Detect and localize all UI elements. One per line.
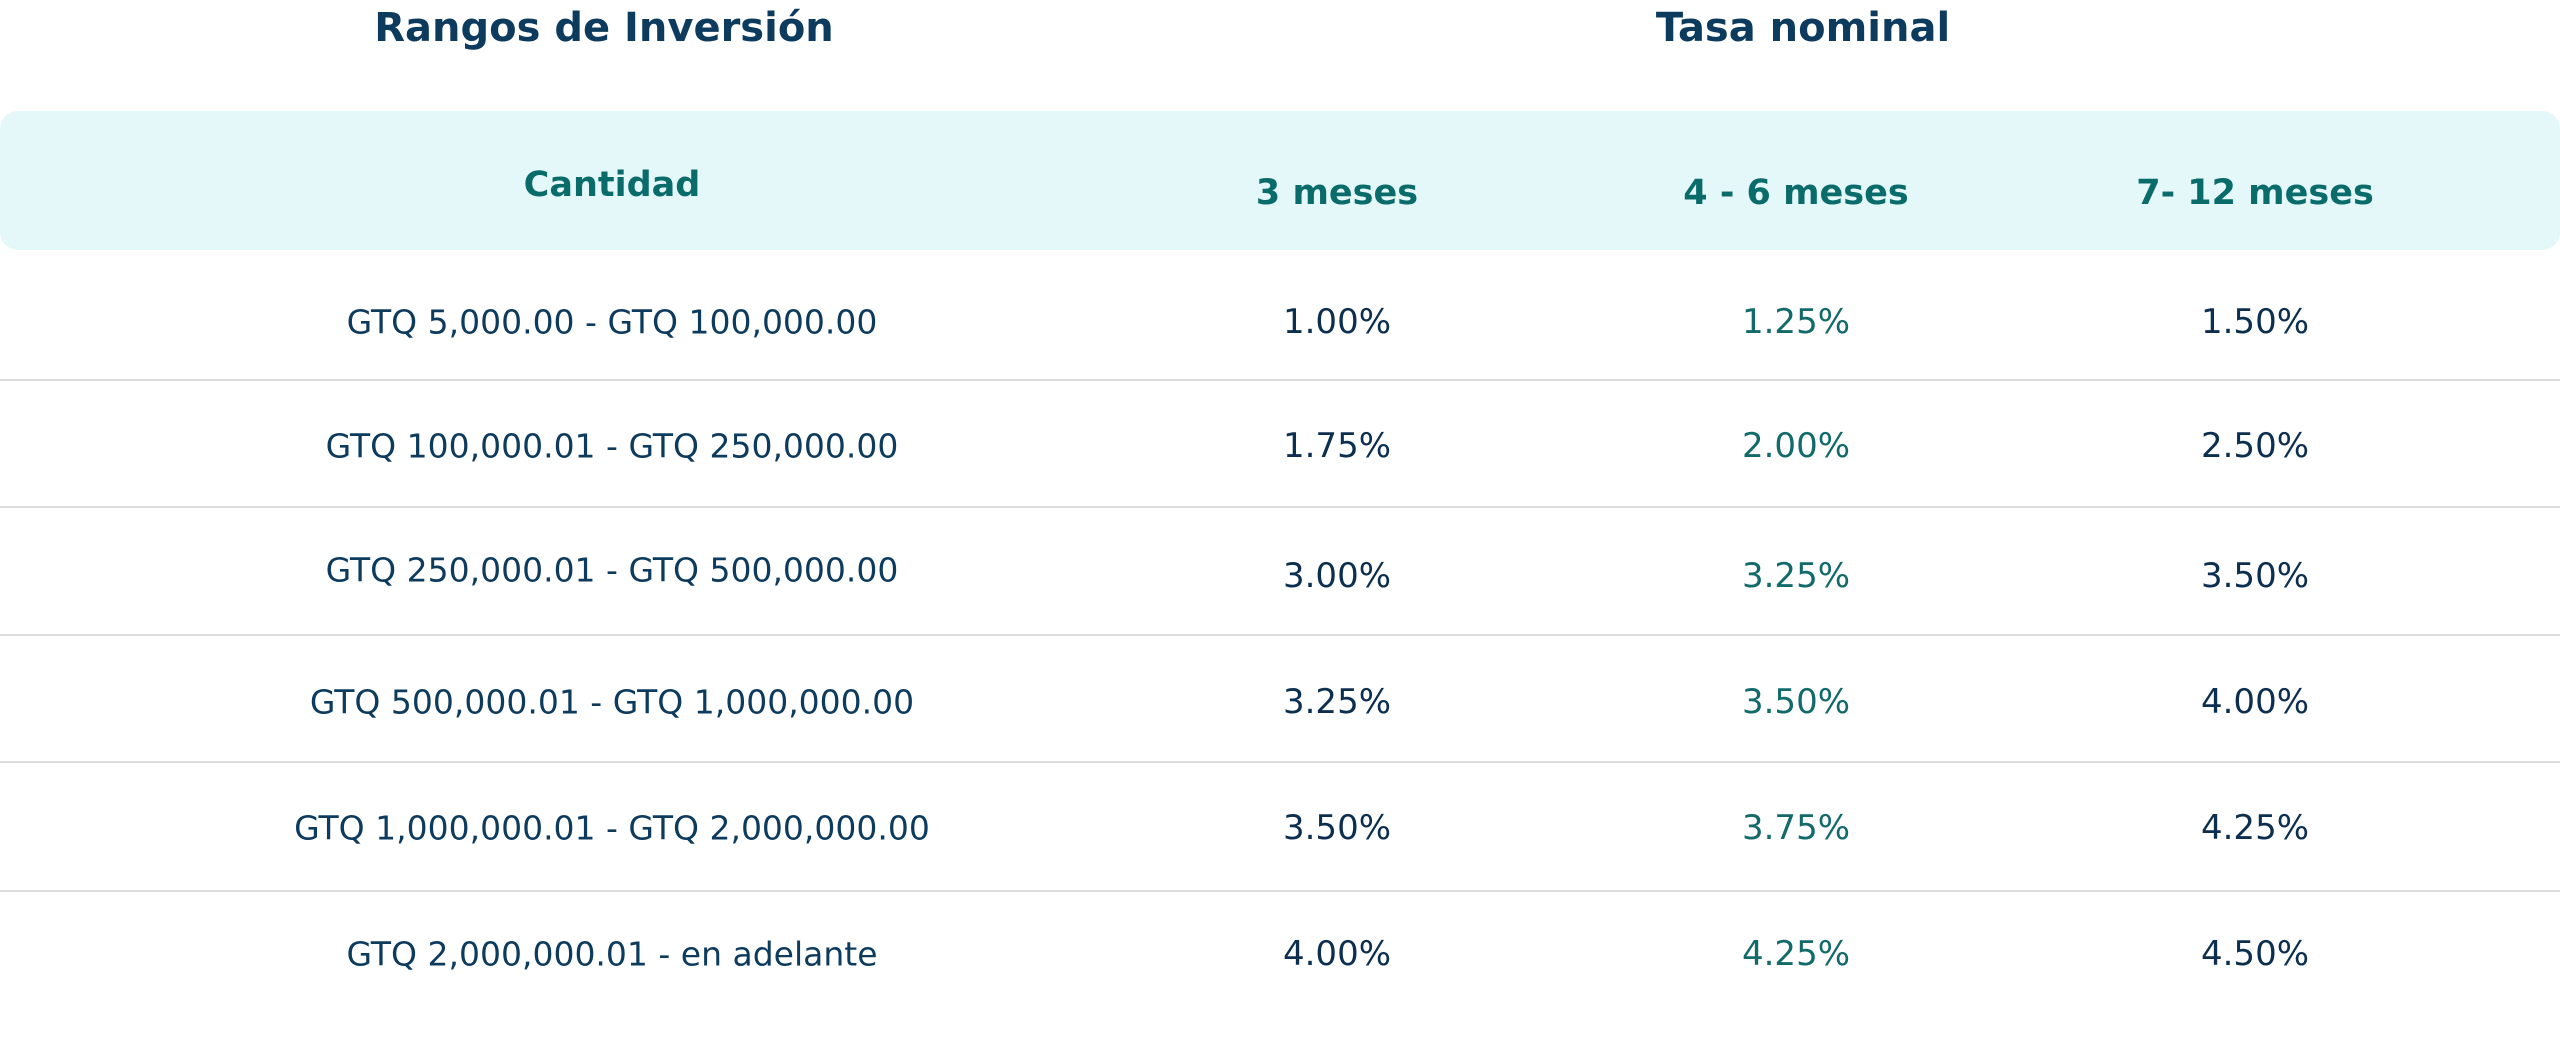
- column-header: 7- 12 meses: [2136, 173, 2374, 213]
- row-divider: [0, 506, 2560, 508]
- column-header: Cantidad: [523, 165, 701, 205]
- range-title: Rangos de Inversión: [374, 5, 834, 51]
- range-cell: GTQ 5,000.00 - GTQ 100,000.00: [346, 302, 878, 342]
- rate-cell: 4.00%: [1282, 934, 1392, 974]
- range-cell: GTQ 250,000.01 - GTQ 500,000.00: [325, 550, 899, 590]
- row-divider: [0, 634, 2560, 636]
- row-divider: [0, 761, 2560, 763]
- rate-cell: 3.25%: [1741, 556, 1851, 596]
- row-divider: [0, 379, 2560, 381]
- rate-cell: 3.75%: [1741, 808, 1851, 848]
- header-band: [0, 111, 2560, 250]
- rate-cell: 4.25%: [1741, 934, 1851, 974]
- rate-cell: 3.00%: [1282, 556, 1392, 596]
- rate-cell: 3.50%: [1741, 682, 1851, 722]
- column-header: 4 - 6 meses: [1683, 173, 1909, 213]
- rate-cell: 3.50%: [1282, 808, 1392, 848]
- rate-cell: 4.00%: [2200, 682, 2310, 722]
- rate-cell: 1.50%: [2200, 302, 2310, 342]
- range-cell: GTQ 1,000,000.01 - GTQ 2,000,000.00: [294, 808, 930, 848]
- range-cell: GTQ 500,000.01 - GTQ 1,000,000.00: [309, 682, 915, 722]
- range-cell: GTQ 2,000,000.01 - en adelante: [346, 934, 878, 974]
- rate-title: Tasa nominal: [1655, 5, 1951, 51]
- row-divider: [0, 890, 2560, 892]
- rate-cell: 1.00%: [1282, 302, 1392, 342]
- column-header: 3 meses: [1255, 173, 1419, 213]
- rate-cell: 1.25%: [1741, 302, 1851, 342]
- rate-cell: 2.00%: [1741, 426, 1851, 466]
- rate-cell: 3.25%: [1282, 682, 1392, 722]
- rate-cell: 4.50%: [2200, 934, 2310, 974]
- rate-cell: 4.25%: [2200, 808, 2310, 848]
- rate-cell: 3.50%: [2200, 556, 2310, 596]
- rate-cell: 1.75%: [1282, 426, 1392, 466]
- rate-cell: 2.50%: [2200, 426, 2310, 466]
- range-cell: GTQ 100,000.01 - GTQ 250,000.00: [325, 426, 899, 466]
